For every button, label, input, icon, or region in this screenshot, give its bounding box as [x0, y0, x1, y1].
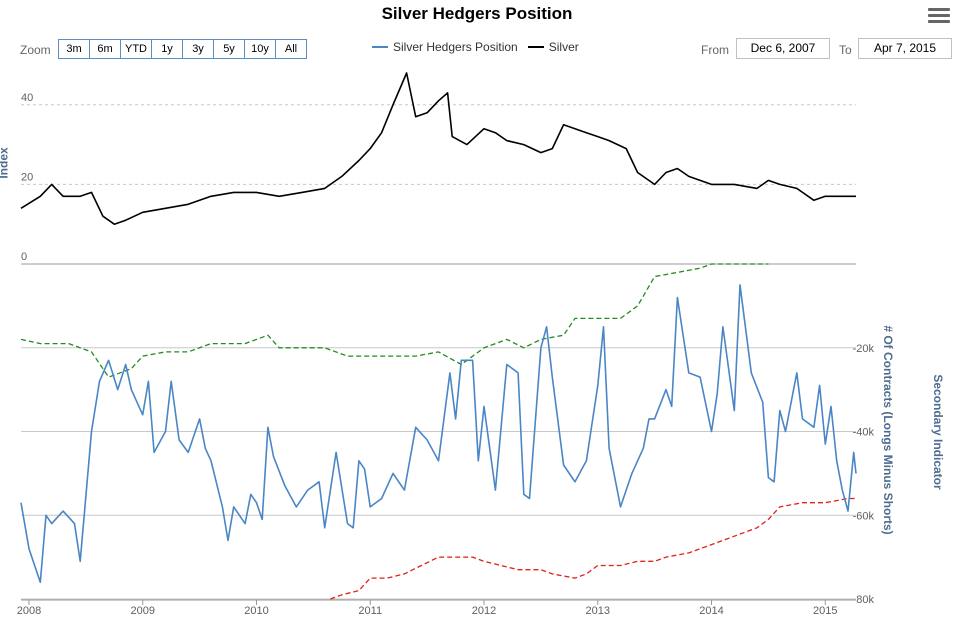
zoom-label: Zoom — [20, 43, 51, 57]
legend-label: Silver Hedgers Position — [393, 40, 518, 54]
chart-legend: Silver Hedgers Position Silver — [372, 40, 589, 54]
secondary-axis-title: Secondary Indicator — [931, 374, 945, 490]
bottom-y-tick-label: -40k — [853, 427, 875, 439]
x-tick-label: 2009 — [130, 605, 154, 617]
x-tick-label: 2014 — [699, 605, 723, 617]
top-y-axis-title: Index — [0, 147, 11, 179]
legend-label: Silver — [548, 40, 579, 54]
lower-band-dashed-line — [330, 497, 856, 600]
zoom-6m-button[interactable]: 6m — [89, 39, 121, 59]
top-y-tick-label: 0 — [21, 251, 27, 263]
from-date-input[interactable]: Dec 6, 2007 — [736, 38, 830, 59]
silver-price-line — [20, 72, 856, 225]
x-tick-label: 2012 — [472, 605, 496, 617]
bottom-y-tick-label: -60k — [853, 510, 875, 522]
bottom-y-tick-label: -80k — [853, 594, 875, 606]
x-tick-label: 2011 — [358, 605, 382, 617]
menu-bar-icon — [928, 8, 950, 11]
upper-band-dashed-line — [20, 263, 769, 378]
legend-swatch — [527, 46, 544, 48]
from-label: From — [701, 43, 729, 57]
legend-swatch — [372, 46, 388, 48]
x-tick-label: 2015 — [813, 605, 837, 617]
x-tick-label: 2008 — [17, 605, 41, 617]
top-y-tick-label: 40 — [21, 92, 33, 104]
zoom-all-button[interactable]: All — [275, 39, 307, 59]
chart-title: Silver Hedgers Position — [381, 4, 573, 23]
zoom-ytd-button[interactable]: YTD — [120, 39, 152, 59]
zoom-10y-button[interactable]: 10y — [244, 39, 276, 59]
hamburger-menu-icon[interactable] — [928, 8, 950, 24]
bottom-y-tick-label: -20k — [853, 343, 875, 355]
legend-item-hedgers[interactable]: Silver Hedgers Position — [372, 40, 518, 54]
to-label: To — [839, 43, 852, 57]
zoom-button-group: 3m 6m YTD 1y 3y 5y 10y All — [58, 39, 307, 59]
x-tick-label: 2010 — [244, 605, 268, 617]
to-date-input[interactable]: Apr 7, 2015 — [858, 38, 952, 59]
zoom-1y-button[interactable]: 1y — [151, 39, 183, 59]
menu-bar-icon — [928, 20, 950, 23]
x-tick-label: 2013 — [586, 605, 610, 617]
menu-bar-icon — [928, 14, 950, 17]
hedgers-position-line — [20, 284, 857, 584]
zoom-3m-button[interactable]: 3m — [58, 39, 90, 59]
legend-item-silver[interactable]: Silver — [527, 40, 579, 54]
zoom-5y-button[interactable]: 5y — [213, 39, 245, 59]
bottom-y-axis-title: # Of Contracts (Longs Minus Shorts) — [881, 325, 895, 535]
zoom-3y-button[interactable]: 3y — [182, 39, 214, 59]
top-y-tick-label: 20 — [21, 171, 33, 183]
